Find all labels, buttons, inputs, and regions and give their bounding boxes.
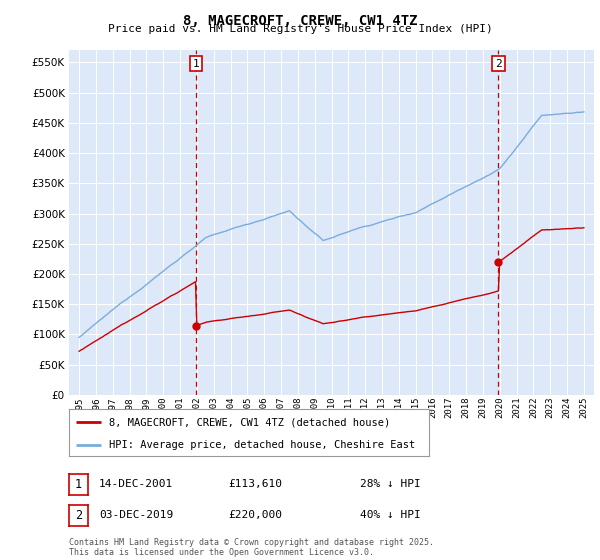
Text: 1: 1 — [75, 478, 82, 491]
Text: HPI: Average price, detached house, Cheshire East: HPI: Average price, detached house, Ches… — [109, 440, 415, 450]
Text: Price paid vs. HM Land Registry's House Price Index (HPI): Price paid vs. HM Land Registry's House … — [107, 24, 493, 34]
Text: £220,000: £220,000 — [228, 510, 282, 520]
Text: 2: 2 — [75, 508, 82, 522]
Text: 1: 1 — [193, 59, 200, 69]
Text: 03-DEC-2019: 03-DEC-2019 — [99, 510, 173, 520]
Text: 28% ↓ HPI: 28% ↓ HPI — [360, 479, 421, 489]
Text: 40% ↓ HPI: 40% ↓ HPI — [360, 510, 421, 520]
Text: 8, MAGECROFT, CREWE, CW1 4TZ: 8, MAGECROFT, CREWE, CW1 4TZ — [183, 14, 417, 28]
Text: £113,610: £113,610 — [228, 479, 282, 489]
Text: 2: 2 — [495, 59, 502, 69]
Text: 14-DEC-2001: 14-DEC-2001 — [99, 479, 173, 489]
Text: 8, MAGECROFT, CREWE, CW1 4TZ (detached house): 8, MAGECROFT, CREWE, CW1 4TZ (detached h… — [109, 417, 390, 427]
Text: Contains HM Land Registry data © Crown copyright and database right 2025.
This d: Contains HM Land Registry data © Crown c… — [69, 538, 434, 557]
